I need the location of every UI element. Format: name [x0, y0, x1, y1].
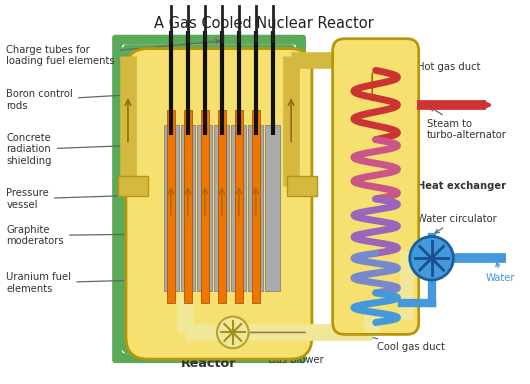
Text: Hot gas duct: Hot gas duct: [376, 59, 480, 73]
Bar: [184, 110, 192, 303]
Bar: [218, 110, 226, 303]
Text: Gas blower: Gas blower: [236, 334, 324, 365]
Bar: [249, 125, 263, 291]
Text: Cool gas duct: Cool gas duct: [357, 333, 445, 352]
Text: Water: Water: [486, 262, 516, 283]
FancyBboxPatch shape: [126, 49, 292, 349]
Bar: [287, 176, 317, 196]
FancyBboxPatch shape: [333, 39, 419, 334]
Bar: [167, 110, 175, 303]
FancyBboxPatch shape: [112, 35, 306, 363]
Text: A Gas Cooled Nuclear Reactor: A Gas Cooled Nuclear Reactor: [154, 16, 373, 31]
FancyBboxPatch shape: [126, 49, 312, 359]
Circle shape: [217, 316, 249, 348]
Text: Pressure
vessel: Pressure vessel: [6, 188, 170, 210]
Text: Charge tubes for
loading fuel elements: Charge tubes for loading fuel elements: [6, 40, 220, 66]
Text: Steam to
turbo-alternator: Steam to turbo-alternator: [427, 107, 507, 141]
Text: Graphite
moderators: Graphite moderators: [6, 225, 195, 246]
Text: Reactor: Reactor: [181, 357, 237, 370]
Bar: [252, 110, 260, 303]
Text: Water circulator: Water circulator: [417, 214, 497, 233]
Bar: [232, 125, 246, 291]
Bar: [235, 110, 243, 303]
Bar: [181, 125, 196, 291]
Bar: [164, 125, 179, 291]
Bar: [198, 125, 213, 291]
Text: Uranium fuel
elements: Uranium fuel elements: [6, 272, 205, 294]
Bar: [118, 176, 148, 196]
Text: Boron control
rods: Boron control rods: [6, 89, 205, 111]
FancyBboxPatch shape: [122, 45, 296, 353]
Circle shape: [410, 237, 453, 280]
Text: Heat exchanger: Heat exchanger: [411, 181, 506, 191]
Bar: [201, 110, 209, 303]
Bar: [215, 125, 229, 291]
Bar: [266, 125, 280, 291]
Text: Concrete
radiation
shielding: Concrete radiation shielding: [6, 133, 151, 166]
